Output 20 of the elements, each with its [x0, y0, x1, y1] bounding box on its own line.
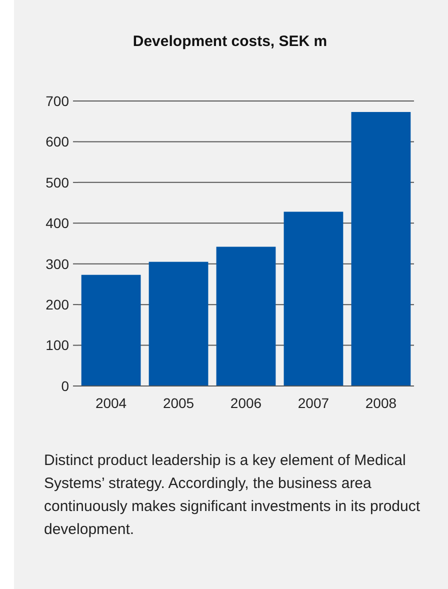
- y-tick-label: 100: [46, 337, 70, 354]
- y-tick-label: 200: [46, 296, 70, 312]
- bar: [351, 112, 411, 386]
- y-tick-label: 700: [46, 92, 70, 109]
- bar: [216, 246, 276, 386]
- x-tick-label: 2007: [298, 395, 330, 411]
- x-tick-label: 2008: [365, 395, 397, 411]
- y-tick-label: 500: [46, 174, 70, 190]
- bar: [284, 212, 344, 386]
- bar: [81, 274, 141, 386]
- bar: [148, 262, 208, 386]
- x-tick-label: 2004: [95, 395, 127, 411]
- y-tick-label: 400: [46, 215, 70, 232]
- x-tick-label: 2005: [162, 395, 194, 411]
- x-tick-label: 2006: [230, 395, 262, 411]
- y-tick-label: 0: [61, 378, 70, 394]
- y-tick-label: 300: [46, 256, 70, 272]
- y-tick-label: 600: [46, 134, 70, 150]
- chart-title: Development costs, SEK m: [132, 33, 328, 50]
- text: Distinct product leadership is a key element of Medical Systems’ strategy. Accordingly, the business area continuously makes significant investments in its product development.: [44, 452, 421, 538]
